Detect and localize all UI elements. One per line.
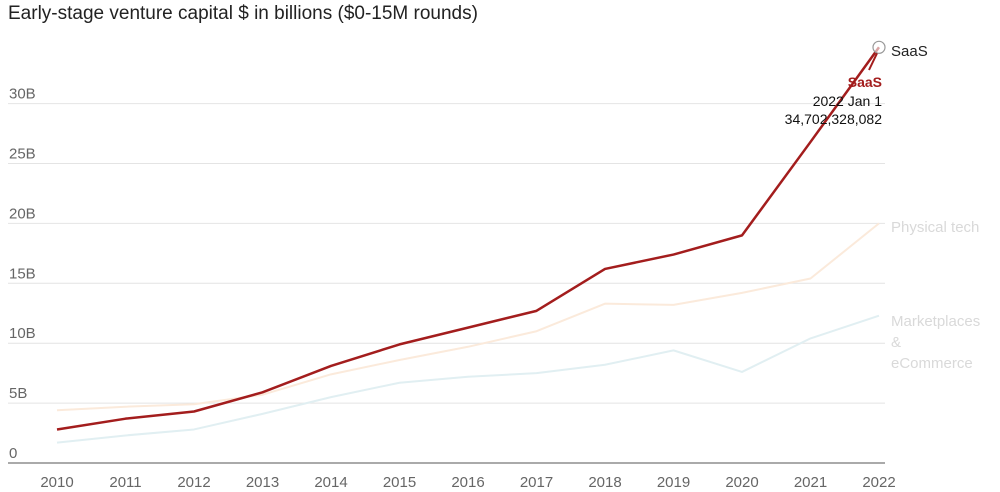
x-tick-label: 2020 (725, 474, 758, 491)
series-line-physical-tech[interactable] (56, 222, 880, 412)
x-tick-label: 2012 (177, 474, 210, 491)
x-tick-label: 2017 (520, 474, 553, 491)
x-tick-label: 2015 (383, 474, 416, 491)
x-tick-label: 2018 (588, 474, 621, 491)
gridlines (8, 103, 885, 404)
y-tick-label: 20B (9, 205, 36, 222)
x-axis-tick-labels: 2010 2011 2012 2013 2014 2015 2016 2017 2018 2019… (40, 474, 895, 491)
y-tick-label: 15B (9, 265, 36, 282)
x-tick-label: 2011 (109, 474, 141, 491)
x-tick-label: 2022 (862, 474, 895, 491)
y-tick-label: 25B (9, 146, 36, 163)
tooltip-value: 34,702,328,082 (785, 111, 883, 127)
y-axis-tick-labels: 0 5B 10B 15B 20B 25B 30B (9, 86, 36, 462)
series-line-saas[interactable] (56, 46, 881, 431)
series-line-marketplaces-ecommerce[interactable] (56, 314, 880, 444)
y-tick-label: 0 (9, 445, 17, 462)
y-tick-label: 10B (9, 325, 36, 342)
series-lines (56, 46, 881, 444)
hover-leader (868, 52, 878, 71)
tooltip-series-name: SaaS (848, 74, 882, 90)
x-tick-label: 2014 (314, 474, 347, 491)
series-label-marketplaces-ecommerce: eCommerce (891, 355, 973, 372)
series-end-labels: Marketplaces & eCommerce Physical tech SaaS (891, 43, 980, 372)
series-label-marketplaces-ecommerce: & (891, 334, 901, 351)
hover-marker[interactable] (872, 40, 886, 54)
y-tick-label: 30B (9, 86, 36, 103)
x-tick-label: 2016 (451, 474, 484, 491)
series-label-marketplaces-ecommerce: Marketplaces (891, 313, 980, 330)
x-tick-label: 2010 (40, 474, 73, 491)
series-label-saas: SaaS (891, 43, 928, 60)
tooltip-date: 2022 Jan 1 (813, 93, 882, 109)
chart-title: Early-stage venture capital $ in billion… (8, 3, 478, 24)
x-tick-label: 2013 (246, 474, 279, 491)
x-tick-label: 2021 (794, 474, 827, 491)
hover-tooltip: SaaS 2022 Jan 1 34,702,328,082 (785, 40, 886, 127)
series-label-physical-tech: Physical tech (891, 219, 979, 236)
x-tick-label: 2019 (657, 474, 690, 491)
y-tick-label: 5B (9, 385, 27, 402)
